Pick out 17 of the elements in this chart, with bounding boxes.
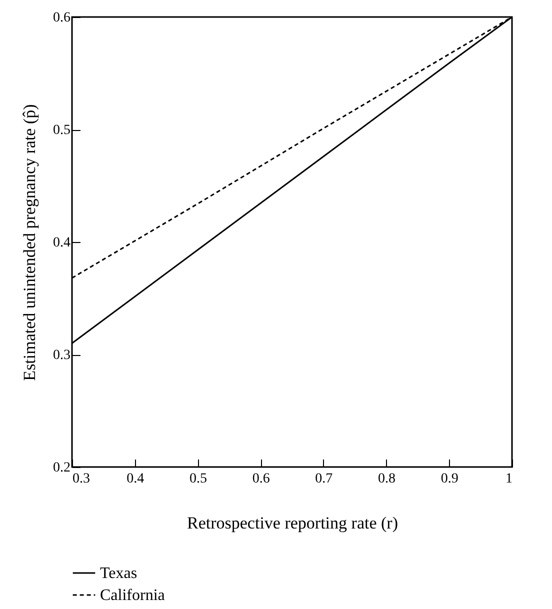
x-tick-label: 0.8	[378, 472, 396, 486]
x-tick-label: 0.4	[126, 472, 144, 486]
x-tick-label: 0.3	[72, 472, 90, 486]
legend-label: California	[100, 587, 165, 604]
y-tick-label: 0.4	[53, 236, 70, 250]
y-tick-label: 0.5	[53, 123, 70, 138]
y-tick-label: 0.3	[53, 348, 70, 363]
y-axis-title: Estimated unintended pregnancy rate (p̂)	[20, 104, 39, 381]
x-tick-label: 0.7	[315, 472, 333, 486]
x-tick-label: 1	[506, 472, 512, 486]
y-tick-label: 0.2	[53, 460, 70, 476]
x-axis-title: Retrospective reporting rate (r)	[187, 514, 398, 532]
x-tick-label: 0.5	[189, 472, 207, 486]
y-tick-label: 0.6	[53, 10, 70, 26]
legend-label: Texas	[100, 565, 138, 582]
x-tick-label: 0.6	[252, 472, 270, 486]
x-tick-label: 0.9	[440, 472, 458, 486]
